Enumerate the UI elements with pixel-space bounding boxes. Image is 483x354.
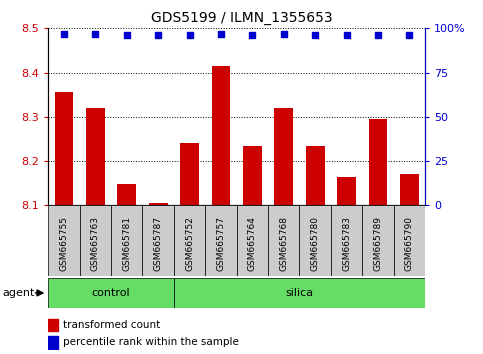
Bar bbox=[117, 184, 136, 205]
Text: GSM665783: GSM665783 bbox=[342, 216, 351, 271]
Bar bbox=[306, 145, 325, 205]
Text: GSM665755: GSM665755 bbox=[59, 216, 69, 271]
Text: agent: agent bbox=[2, 288, 35, 298]
Point bbox=[217, 31, 225, 36]
Point bbox=[186, 33, 194, 38]
Bar bbox=[55, 92, 73, 205]
Bar bbox=[337, 177, 356, 205]
Bar bbox=[394, 205, 425, 276]
Bar bbox=[48, 205, 80, 276]
Bar bbox=[299, 205, 331, 276]
Text: transformed count: transformed count bbox=[63, 320, 161, 330]
Bar bbox=[268, 205, 299, 276]
Bar bbox=[205, 205, 237, 276]
Bar bbox=[237, 205, 268, 276]
Point bbox=[280, 31, 288, 36]
Bar bbox=[149, 203, 168, 205]
Text: GSM665763: GSM665763 bbox=[91, 216, 100, 271]
Bar bbox=[369, 119, 387, 205]
Text: GSM665780: GSM665780 bbox=[311, 216, 320, 271]
Point bbox=[155, 33, 162, 38]
Bar bbox=[48, 278, 174, 308]
Text: GSM665757: GSM665757 bbox=[216, 216, 226, 271]
Bar bbox=[48, 319, 58, 331]
Text: GSM665790: GSM665790 bbox=[405, 216, 414, 271]
Bar bbox=[400, 175, 419, 205]
Bar bbox=[80, 205, 111, 276]
Bar bbox=[86, 108, 105, 205]
Bar bbox=[362, 205, 394, 276]
Bar bbox=[174, 278, 425, 308]
Text: control: control bbox=[92, 288, 130, 298]
Text: GSM665787: GSM665787 bbox=[154, 216, 163, 271]
Text: GSM665789: GSM665789 bbox=[373, 216, 383, 271]
Bar bbox=[142, 205, 174, 276]
Point bbox=[92, 31, 99, 36]
Point bbox=[249, 33, 256, 38]
Text: GSM665781: GSM665781 bbox=[122, 216, 131, 271]
Text: GDS5199 / ILMN_1355653: GDS5199 / ILMN_1355653 bbox=[151, 11, 332, 25]
Bar bbox=[274, 108, 293, 205]
Point bbox=[123, 33, 131, 38]
Text: GSM665764: GSM665764 bbox=[248, 216, 257, 271]
Bar bbox=[212, 66, 230, 205]
Text: silica: silica bbox=[285, 288, 313, 298]
Point bbox=[374, 33, 382, 38]
Point bbox=[312, 33, 319, 38]
Text: GSM665768: GSM665768 bbox=[279, 216, 288, 271]
Point bbox=[406, 33, 413, 38]
Text: percentile rank within the sample: percentile rank within the sample bbox=[63, 337, 239, 347]
Bar bbox=[243, 145, 262, 205]
Bar bbox=[174, 205, 205, 276]
Text: GSM665752: GSM665752 bbox=[185, 216, 194, 271]
Bar bbox=[180, 143, 199, 205]
Bar bbox=[331, 205, 362, 276]
Bar bbox=[111, 205, 142, 276]
Bar bbox=[48, 336, 58, 349]
Point bbox=[60, 31, 68, 36]
Point bbox=[343, 33, 351, 38]
